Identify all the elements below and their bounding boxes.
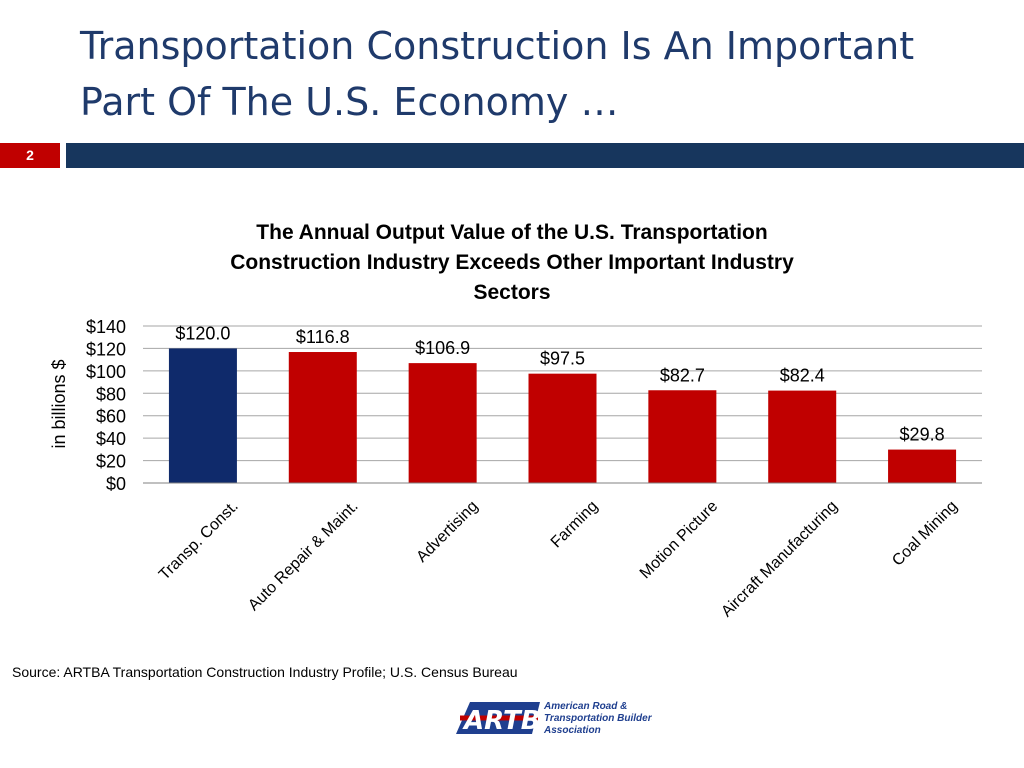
bar [768, 390, 837, 483]
title-rule [66, 143, 1024, 168]
bar [288, 352, 357, 483]
chart-title-line-1: The Annual Output Value of the U.S. Tran… [256, 221, 768, 244]
artba-logo: ARTBA American Road & Transportation Bui… [456, 701, 652, 736]
y-tick-label: $120 [86, 339, 126, 359]
y-tick-label: $100 [86, 362, 126, 382]
data-label: $82.4 [780, 366, 825, 386]
y-axis-label: in billions $ [49, 359, 69, 448]
bar [528, 373, 597, 483]
page-number-badge: 2 [0, 143, 60, 168]
slide-title-line-2: Part Of The U.S. Economy … [80, 80, 619, 124]
logo-tagline-2: Transportation Builders [544, 713, 652, 724]
data-label: $116.8 [296, 327, 350, 347]
logo-tagline-1: American Road & [543, 701, 627, 712]
y-tick-label: $40 [96, 429, 126, 449]
y-tick-label: $0 [106, 474, 126, 494]
data-label: $29.8 [900, 425, 945, 445]
bar [648, 390, 717, 483]
y-tick-label: $140 [86, 317, 126, 337]
slide-title: Transportation Construction Is An Import… [80, 18, 980, 130]
data-label: $97.5 [540, 349, 585, 369]
svg-text:ARTBA: ARTBA [462, 706, 561, 736]
y-tick-label: $20 [96, 452, 126, 472]
category-label: Advertising [413, 498, 481, 566]
y-tick-label: $60 [96, 407, 126, 427]
logo-tagline-3: Association [543, 725, 601, 736]
bar [408, 363, 477, 483]
category-label: Auto Repair & Maint. [245, 498, 361, 614]
source-note: Source: ARTBA Transportation Constructio… [12, 664, 518, 680]
bar [888, 449, 957, 483]
bar [168, 348, 237, 483]
slide-title-line-1: Transportation Construction Is An Import… [80, 24, 915, 68]
category-label: Aircraft Manufacturing [718, 498, 841, 621]
chart-title-line-3: Sectors [473, 281, 551, 304]
chart-title: The Annual Output Value of the U.S. Tran… [150, 218, 874, 308]
category-label: Coal Mining [889, 498, 961, 570]
data-label: $82.7 [660, 365, 705, 385]
bar-chart: $0$20 $40$60 $80$100 $120$140 in billions $ $… [49, 317, 982, 621]
category-label: Transp. Const. [156, 498, 242, 584]
category-label: Motion Picture [637, 498, 721, 582]
y-tick-label: $80 [96, 384, 126, 404]
data-label: $120.0 [175, 323, 230, 343]
artba-wordmark-graphic: ARTBA [456, 702, 561, 736]
category-label: Farming [548, 498, 602, 552]
data-label: $106.9 [415, 338, 470, 358]
chart-title-line-2: Construction Industry Exceeds Other Impo… [230, 251, 794, 274]
